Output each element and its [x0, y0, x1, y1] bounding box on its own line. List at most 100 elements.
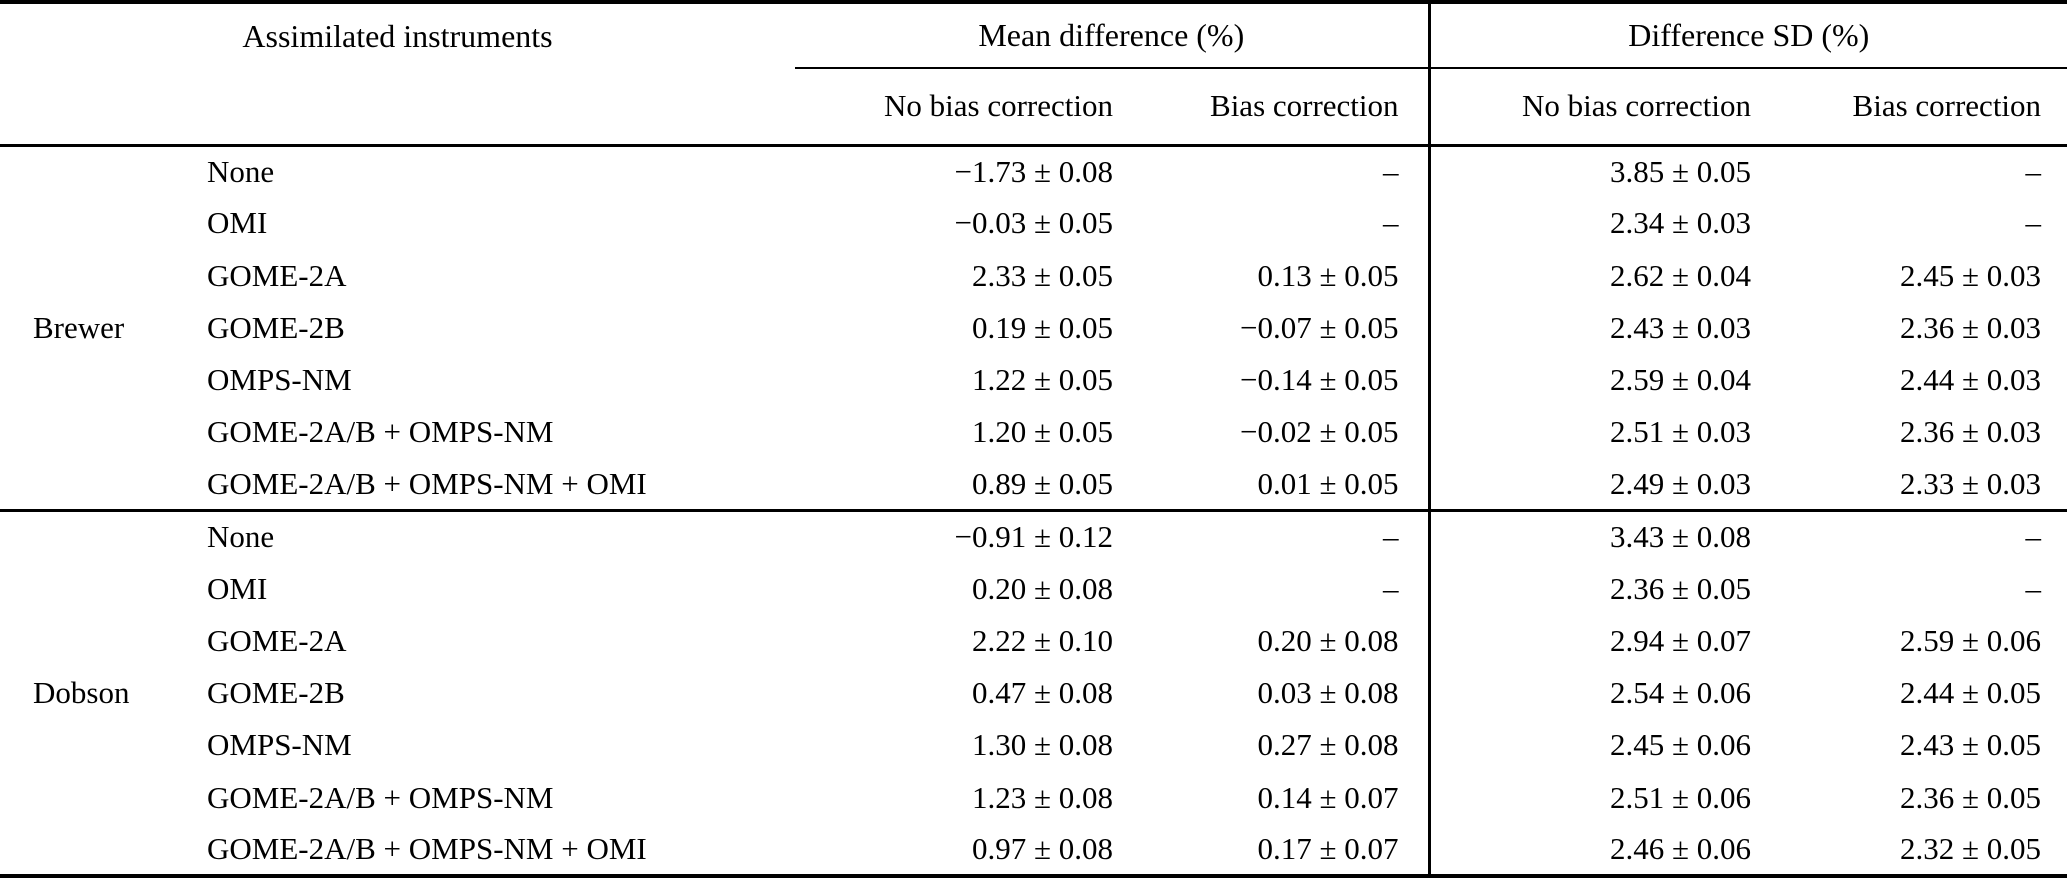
header-assimilated-instruments: Assimilated instruments	[242, 17, 553, 54]
cell-sd-bias: 2.59 ± 0.06	[1900, 623, 2042, 658]
table-header: Assimilated instruments Mean difference …	[0, 2, 2067, 147]
cell-mean-bias: −0.07 ± 0.05	[1240, 309, 1399, 345]
cell-instruments: GOME-2B	[207, 675, 345, 711]
subheader-sd-no-bias-correction: No bias correction	[1427, 68, 1761, 147]
cell-mean-no-bias: 0.20 ± 0.08	[972, 570, 1114, 606]
cell-instruments: OMPS-NM	[207, 361, 352, 397]
cell-sd-no-bias: 2.36 ± 0.05	[1427, 562, 1761, 615]
cell-sd-no-bias: 2.34 ± 0.03	[1427, 197, 1761, 250]
cell-instruments: GOME-2A/B + OMPS-NM + OMI	[207, 830, 647, 866]
cell-mean-no-bias: 0.97 ± 0.08	[972, 830, 1114, 866]
cell-sd-bias: –	[2025, 153, 2042, 189]
cell-mean-bias: –	[1383, 570, 1399, 606]
cell-mean-no-bias: 0.89 ± 0.05	[972, 465, 1114, 501]
cell-mean-no-bias: 1.23 ± 0.08	[972, 779, 1114, 815]
cell-sd-no-bias: 3.85 ± 0.05	[1427, 145, 1761, 198]
cell-mean-bias: –	[1383, 519, 1399, 555]
cell-sd-bias: 2.33 ± 0.03	[1900, 465, 2042, 501]
table-row: Brewer None −1.73 ± 0.08 – 3.85 ± 0.05 –	[0, 145, 2067, 345]
subheader-mean-no-bias-correction: No bias correction	[795, 68, 1116, 147]
cell-mean-bias: 0.17 ± 0.07	[1257, 830, 1399, 866]
brewer-section: Brewer None −1.73 ± 0.08 – 3.85 ± 0.05 –…	[0, 145, 2067, 511]
table-row: OMI −0.03 ± 0.05 – 2.34 ± 0.03 –	[0, 197, 2067, 250]
table-row: OMPS-NM 1.30 ± 0.08 0.27 ± 0.08 2.45 ± 0…	[0, 719, 2067, 772]
table-row: OMI 0.20 ± 0.08 – 2.36 ± 0.05 –	[0, 562, 2067, 615]
cell-sd-bias: 2.44 ± 0.03	[1900, 361, 2042, 397]
table-row: GOME-2A/B + OMPS-NM + OMI 0.97 ± 0.08 0.…	[0, 823, 2067, 876]
group-label-dobson: Dobson	[33, 675, 130, 710]
cell-instruments: GOME-2A/B + OMPS-NM + OMI	[207, 465, 647, 501]
cell-sd-no-bias: 2.54 ± 0.06	[1427, 667, 1761, 720]
cell-instruments: None	[207, 153, 275, 189]
subheader-mean-bias-correction: Bias correction	[1115, 68, 1430, 147]
cell-sd-bias: 2.44 ± 0.05	[1900, 675, 2042, 711]
cell-instruments: OMI	[207, 205, 268, 241]
cell-mean-no-bias: 1.20 ± 0.05	[972, 414, 1114, 450]
table-row: GOME-2A/B + OMPS-NM 1.23 ± 0.08 0.14 ± 0…	[0, 771, 2067, 824]
cell-mean-bias: 0.13 ± 0.05	[1257, 257, 1399, 293]
cell-instruments: OMI	[207, 570, 268, 606]
cell-mean-bias: −0.14 ± 0.05	[1240, 361, 1399, 397]
table-row: GOME-2B 0.19 ± 0.05 −0.07 ± 0.05 2.43 ± …	[0, 301, 2067, 354]
cell-mean-bias: 0.03 ± 0.08	[1257, 675, 1399, 711]
cell-mean-bias: 0.27 ± 0.08	[1257, 727, 1399, 763]
cell-mean-bias: –	[1383, 153, 1399, 189]
cell-mean-no-bias: 1.22 ± 0.05	[972, 361, 1114, 397]
cell-sd-no-bias: 2.49 ± 0.03	[1427, 458, 1761, 511]
cell-mean-bias: –	[1383, 205, 1399, 241]
cell-instruments: GOME-2A/B + OMPS-NM	[207, 779, 554, 815]
table-row: GOME-2A/B + OMPS-NM 1.20 ± 0.05 −0.02 ± …	[0, 406, 2067, 459]
cell-mean-bias: −0.02 ± 0.05	[1240, 414, 1399, 450]
cell-mean-no-bias: −1.73 ± 0.08	[954, 153, 1114, 189]
cell-instruments: GOME-2A/B + OMPS-NM	[207, 414, 554, 450]
cell-sd-no-bias: 3.43 ± 0.08	[1427, 510, 1761, 563]
cell-sd-no-bias: 2.45 ± 0.06	[1427, 719, 1761, 772]
header-row-groups: Assimilated instruments Mean difference …	[0, 2, 2067, 69]
cell-mean-no-bias: 2.22 ± 0.10	[972, 623, 1114, 658]
cell-mean-no-bias: 1.30 ± 0.08	[972, 727, 1114, 763]
cell-instruments: None	[207, 519, 275, 555]
subheader-sd-bias-correction: Bias correction	[1760, 68, 2067, 147]
cell-mean-bias: 0.20 ± 0.08	[1257, 623, 1399, 658]
cell-sd-no-bias: 2.59 ± 0.04	[1427, 353, 1761, 407]
cell-sd-bias: 2.45 ± 0.03	[1900, 257, 2042, 293]
cell-sd-bias: 2.43 ± 0.05	[1900, 727, 2042, 763]
cell-sd-bias: 2.32 ± 0.05	[1900, 830, 2042, 866]
cell-sd-bias: 2.36 ± 0.03	[1900, 309, 2042, 345]
table-row: GOME-2A 2.33 ± 0.05 0.13 ± 0.05 2.62 ± 0…	[0, 249, 2067, 302]
cell-sd-bias: –	[2025, 205, 2042, 241]
cell-mean-no-bias: 0.19 ± 0.05	[972, 309, 1114, 345]
cell-mean-no-bias: 0.47 ± 0.08	[972, 675, 1114, 711]
table-row: GOME-2A/B + OMPS-NM + OMI 0.89 ± 0.05 0.…	[0, 458, 2067, 511]
table-row: GOME-2B 0.47 ± 0.08 0.03 ± 0.08 2.54 ± 0…	[0, 667, 2067, 720]
cell-instruments: OMPS-NM	[207, 727, 352, 763]
table-row: GOME-2A 2.22 ± 0.10 0.20 ± 0.08 2.94 ± 0…	[0, 614, 2067, 668]
header-blank-cell	[0, 68, 796, 147]
table-row: OMPS-NM 1.22 ± 0.05 −0.14 ± 0.05 2.59 ± …	[0, 353, 2067, 407]
cell-sd-bias: –	[2025, 570, 2042, 606]
cell-mean-no-bias: −0.03 ± 0.05	[954, 205, 1114, 241]
header-row-sub: No bias correction Bias correction No bi…	[0, 68, 2067, 147]
cell-mean-no-bias: −0.91 ± 0.12	[954, 519, 1114, 555]
cell-sd-no-bias: 2.94 ± 0.07	[1427, 614, 1761, 668]
table-row: Dobson None −0.91 ± 0.12 – 3.43 ± 0.08 –	[0, 510, 2067, 710]
cell-sd-no-bias: 2.51 ± 0.03	[1427, 406, 1761, 459]
cell-sd-no-bias: 2.46 ± 0.06	[1427, 823, 1761, 876]
cell-instruments: GOME-2A	[207, 623, 347, 658]
group-label-brewer: Brewer	[33, 309, 125, 345]
cell-sd-bias: –	[2025, 519, 2042, 555]
cell-sd-no-bias: 2.62 ± 0.04	[1427, 249, 1761, 302]
cell-mean-no-bias: 2.33 ± 0.05	[972, 257, 1114, 293]
header-mean-difference: Mean difference (%)	[795, 2, 1430, 69]
cell-sd-no-bias: 2.51 ± 0.06	[1427, 771, 1761, 824]
header-difference-sd: Difference SD (%)	[1427, 2, 2067, 69]
dobson-section: Dobson None −0.91 ± 0.12 – 3.43 ± 0.08 –…	[0, 510, 2067, 876]
cell-mean-bias: 0.01 ± 0.05	[1257, 465, 1399, 501]
cell-instruments: GOME-2B	[207, 309, 345, 345]
cell-sd-bias: 2.36 ± 0.05	[1900, 779, 2042, 815]
cell-sd-no-bias: 2.43 ± 0.03	[1427, 301, 1761, 354]
cell-instruments: GOME-2A	[207, 257, 347, 293]
cell-mean-bias: 0.14 ± 0.07	[1257, 779, 1399, 815]
cell-sd-bias: 2.36 ± 0.03	[1900, 414, 2042, 450]
